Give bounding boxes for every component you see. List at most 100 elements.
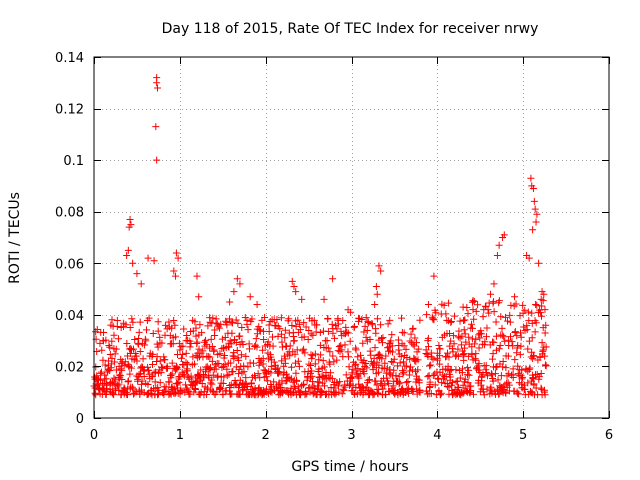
data-point (482, 368, 490, 376)
data-point (341, 383, 349, 391)
data-point (221, 361, 229, 369)
data-point (156, 357, 164, 365)
data-point (106, 343, 114, 351)
data-point (129, 318, 137, 326)
data-point (377, 334, 385, 342)
data-point (149, 350, 157, 358)
data-point (194, 371, 202, 379)
data-point (456, 374, 464, 382)
data-point (416, 316, 424, 324)
data-point (485, 309, 493, 317)
data-point (489, 377, 497, 385)
data-point (362, 314, 370, 322)
data-point (511, 356, 519, 364)
data-point (165, 378, 173, 386)
data-point (254, 370, 262, 378)
data-point (123, 252, 131, 260)
data-point (116, 372, 124, 380)
data-point (168, 324, 176, 332)
data-point (471, 340, 479, 348)
data-point (334, 382, 342, 390)
data-point (459, 303, 467, 311)
data-point (170, 316, 178, 324)
data-point (140, 367, 148, 375)
data-point (387, 337, 395, 345)
data-point (143, 326, 151, 334)
data-point (229, 367, 237, 375)
data-point (259, 360, 267, 368)
data-point (461, 316, 469, 324)
data-point (195, 293, 203, 301)
data-point (350, 322, 358, 330)
data-point (370, 354, 378, 362)
data-point (336, 378, 344, 386)
data-point (227, 318, 235, 326)
data-point (192, 332, 200, 340)
data-point (482, 333, 490, 341)
data-point (530, 352, 538, 360)
data-point (195, 372, 203, 380)
data-point (303, 390, 311, 398)
data-point (347, 308, 355, 316)
data-point (281, 355, 289, 363)
data-point (290, 337, 298, 345)
data-point (343, 328, 351, 336)
data-point (255, 323, 263, 331)
data-point (459, 351, 467, 359)
data-point (396, 379, 404, 387)
data-point (199, 347, 207, 355)
data-point (348, 373, 356, 381)
data-point (469, 297, 477, 305)
data-point (223, 365, 231, 373)
data-point (360, 357, 368, 365)
data-point (301, 349, 309, 357)
data-point (227, 359, 235, 367)
data-point (530, 380, 538, 388)
data-point (514, 362, 522, 370)
data-point (308, 355, 316, 363)
data-point (415, 345, 423, 353)
data-point (360, 328, 368, 336)
data-point (310, 316, 318, 324)
data-point (538, 339, 546, 347)
data-point (493, 252, 501, 260)
data-point (475, 344, 483, 352)
data-point (382, 352, 390, 360)
data-point (350, 389, 358, 397)
data-point (377, 321, 385, 329)
data-point (409, 324, 417, 332)
data-point (186, 390, 194, 398)
data-point (252, 335, 260, 343)
data-point (153, 156, 161, 164)
data-point (97, 370, 105, 378)
data-point (300, 319, 308, 327)
data-point (297, 389, 305, 397)
data-point (479, 313, 487, 321)
data-point (491, 370, 499, 378)
data-point (437, 389, 445, 397)
data-point (233, 346, 241, 354)
data-point (179, 342, 187, 350)
data-point (128, 315, 136, 323)
data-point (532, 218, 540, 226)
data-point (205, 364, 213, 372)
data-point (414, 356, 422, 364)
data-point (183, 331, 191, 339)
data-point (253, 301, 261, 309)
data-point (347, 375, 355, 383)
data-point (362, 359, 370, 367)
data-point (247, 380, 255, 388)
data-point (125, 223, 133, 231)
data-point (167, 372, 175, 380)
data-point (388, 342, 396, 350)
data-point (474, 301, 482, 309)
data-point (488, 371, 496, 379)
data-point (314, 382, 322, 390)
data-point (138, 377, 146, 385)
y-tick-label: 0.08 (55, 206, 84, 221)
data-point (459, 365, 467, 373)
data-point (507, 333, 514, 341)
data-point (137, 280, 145, 288)
data-point (339, 316, 347, 324)
data-point (454, 333, 462, 341)
